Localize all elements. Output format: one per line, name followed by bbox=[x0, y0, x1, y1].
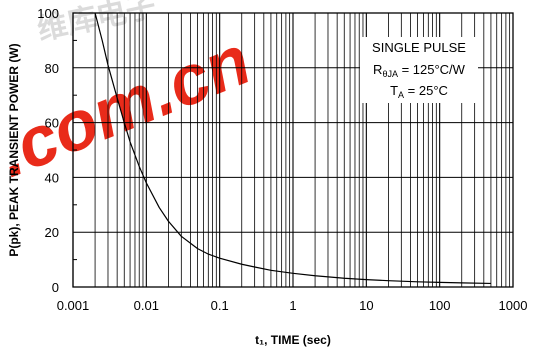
tick-labels: 0.001 0.01 0.1 1 10 100 1000 0 20 40 60 80 100 bbox=[37, 6, 527, 313]
y-tick-label: 0 bbox=[52, 280, 59, 295]
annotation-background bbox=[360, 37, 478, 103]
annotation-box: SINGLE PULSE RθJA = 125°C/W TA = 25°C bbox=[360, 37, 478, 103]
annotation-rtheta-sub: θJA bbox=[382, 69, 398, 79]
annotation-ta: TA = 25°C bbox=[390, 83, 448, 100]
x-tick-label: 0.01 bbox=[134, 298, 159, 313]
x-tick-label: 100 bbox=[429, 298, 451, 313]
annotation-ta-rest: = 25°C bbox=[404, 83, 448, 98]
x-tick-label: 1000 bbox=[499, 298, 528, 313]
series-line bbox=[94, 12, 491, 285]
grid bbox=[72, 12, 514, 288]
annotation-ta-sub: A bbox=[398, 90, 404, 100]
x-tick-label: 1 bbox=[289, 298, 296, 313]
annotation-rtheta-main: R bbox=[373, 62, 382, 77]
x-tick-label: 0.001 bbox=[57, 298, 90, 313]
x-tick-label: 10 bbox=[359, 298, 373, 313]
annotation-single-pulse: SINGLE PULSE bbox=[372, 40, 466, 55]
y-axis-title: P(pk), PEAK TRANSIENT POWER (W) bbox=[7, 43, 21, 256]
y-tick-label: 80 bbox=[45, 61, 59, 76]
annotation-rtheta: RθJA = 125°C/W bbox=[373, 62, 466, 79]
annotation-rtheta-rest: = 125°C/W bbox=[398, 62, 466, 77]
x-axis-title: t₁, TIME (sec) bbox=[255, 333, 331, 347]
y-tick-label: 20 bbox=[45, 225, 59, 240]
annotation-ta-main: T bbox=[390, 83, 398, 98]
y-tick-label: 40 bbox=[45, 170, 59, 185]
curve-layer bbox=[94, 12, 491, 285]
y-tick-label: 100 bbox=[37, 6, 59, 21]
y-tick-label: 60 bbox=[45, 116, 59, 131]
plot-frame bbox=[72, 12, 514, 288]
x-tick-label: 0.1 bbox=[211, 298, 229, 313]
